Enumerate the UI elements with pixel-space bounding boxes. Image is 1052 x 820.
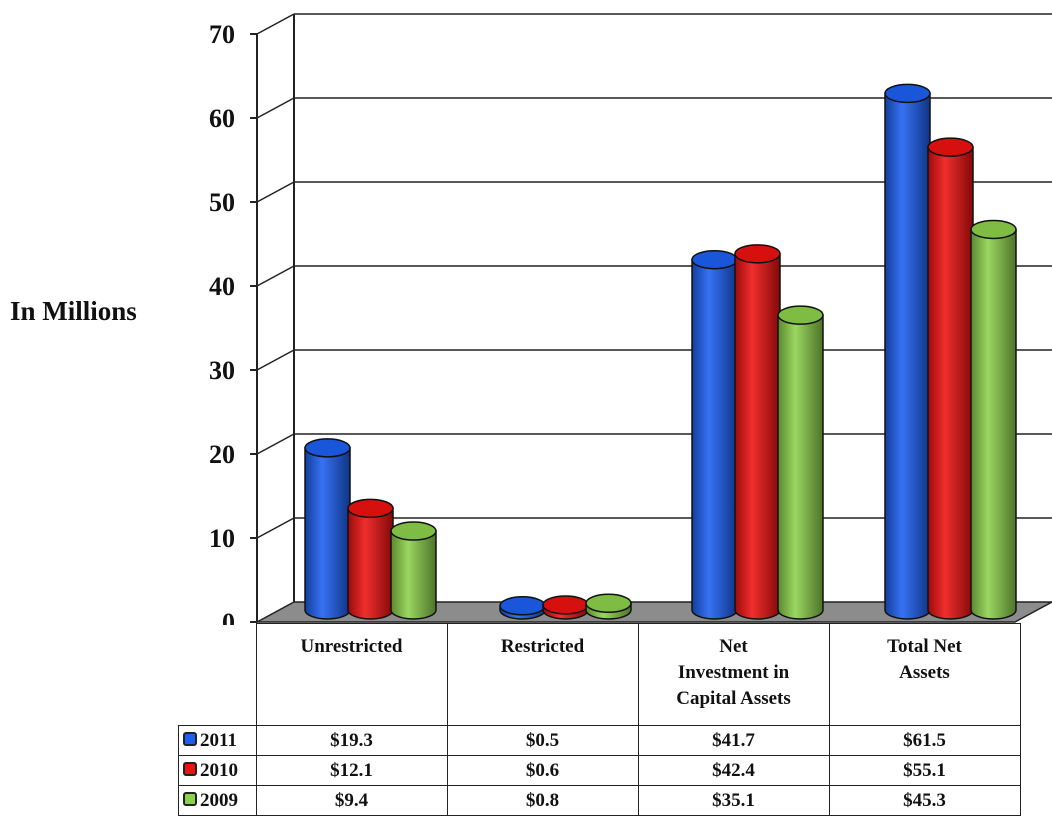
bar-top <box>777 305 824 325</box>
table-row: 2010 $12.1 $0.6 $42.4 $55.1 <box>178 755 1021 786</box>
legend-swatch <box>183 792 197 807</box>
bar-body <box>970 228 1017 620</box>
y-tick-label: 50 <box>209 188 235 217</box>
bar <box>390 521 437 620</box>
bar-body <box>777 314 824 620</box>
y-tick-label: 60 <box>209 104 235 133</box>
data-label: $19.3 <box>255 725 448 756</box>
category-label-line: Investment in <box>677 662 790 683</box>
legend-label: 2009 <box>200 789 238 811</box>
bar-top <box>390 521 437 541</box>
legend-entry: 2011 <box>178 725 257 756</box>
bar-top <box>734 244 781 264</box>
chart-walls <box>256 14 1052 623</box>
data-label: $35.1 <box>637 785 830 816</box>
data-label: $9.4 <box>255 785 448 816</box>
bar-body <box>734 253 781 620</box>
legend-entry: 2009 <box>178 785 257 816</box>
bar <box>927 137 974 620</box>
bar <box>347 498 394 620</box>
category-label: Unrestricted <box>255 623 448 726</box>
bar-top <box>542 595 589 615</box>
data-label: $42.4 <box>637 755 830 786</box>
category-label-line: Unrestricted <box>300 636 403 657</box>
data-table: Unrestricted Restricted Net Investment in… <box>178 623 1021 816</box>
gridline-side <box>256 433 295 455</box>
bar-body <box>304 447 351 620</box>
bar <box>884 83 931 620</box>
bar-body <box>884 92 931 620</box>
y-tick-label: 0 <box>222 608 235 625</box>
table-row: 2009 $9.4 $0.8 $35.1 $45.3 <box>178 785 1021 816</box>
bars <box>304 83 1017 620</box>
bar-body <box>347 507 394 620</box>
category-label: Total Net Assets <box>828 623 1021 726</box>
gridline-side <box>256 349 295 371</box>
gridline-side <box>256 181 295 203</box>
bar-top <box>304 438 351 458</box>
data-label: $12.1 <box>255 755 448 786</box>
bar <box>499 596 546 620</box>
data-label: $0.5 <box>446 725 639 756</box>
gridline-side <box>256 97 295 119</box>
data-label: $45.3 <box>828 785 1021 816</box>
data-label: $61.5 <box>828 725 1021 756</box>
bar-top <box>970 219 1017 240</box>
category-label-line: Total Net <box>887 636 962 657</box>
bar-body <box>927 146 974 620</box>
y-tick-label: 20 <box>209 440 235 469</box>
data-label: $55.1 <box>828 755 1021 786</box>
y-tick-label: 30 <box>209 356 235 385</box>
bar <box>691 249 738 620</box>
gridline-side <box>256 13 295 35</box>
bar-body <box>390 530 437 620</box>
y-axis-label: In Millions <box>10 296 137 326</box>
data-label: $0.6 <box>446 755 639 786</box>
bar-top <box>585 593 632 614</box>
bar <box>777 305 824 620</box>
y-tick-label: 10 <box>209 524 235 553</box>
bar-body <box>691 258 738 620</box>
category-label: Net Investment in Capital Assets <box>637 623 830 726</box>
bar-top <box>884 83 931 104</box>
category-label-line: Capital Assets <box>676 688 791 709</box>
gridline-side <box>256 517 295 539</box>
data-table-corner <box>178 623 257 726</box>
data-table-header: Unrestricted Restricted Net Investment in… <box>178 623 1021 726</box>
y-axis-ticks: 0 10 20 30 40 50 60 70 <box>209 20 257 625</box>
bar <box>304 438 351 620</box>
bar-top <box>927 137 974 157</box>
data-label: $41.7 <box>637 725 830 756</box>
category-label-line: Assets <box>899 662 950 683</box>
legend-label: 2011 <box>200 729 237 751</box>
legend-swatch <box>183 762 197 777</box>
legend-swatch <box>183 732 197 747</box>
chart-floor <box>256 601 1052 623</box>
y-tick-label: 70 <box>209 20 235 49</box>
category-label-line: Restricted <box>500 636 585 657</box>
table-row: 2011 $19.3 $0.5 $41.7 $61.5 <box>178 725 1021 756</box>
bar-top <box>347 498 394 519</box>
legend-label: 2010 <box>200 759 238 781</box>
bar <box>734 244 781 620</box>
bar <box>970 219 1017 620</box>
bar-top <box>499 596 546 616</box>
bar-chart: 0 10 20 30 40 50 60 70 <box>209 13 1052 625</box>
bar-top <box>691 249 738 270</box>
bar <box>542 595 589 620</box>
legend-entry: 2010 <box>178 755 257 786</box>
data-label: $0.8 <box>446 785 639 816</box>
category-label-line: Net <box>719 636 748 657</box>
y-tick-label: 40 <box>209 272 235 301</box>
gridline-side <box>256 265 295 287</box>
bar <box>585 593 632 620</box>
category-label: Restricted <box>446 623 639 726</box>
